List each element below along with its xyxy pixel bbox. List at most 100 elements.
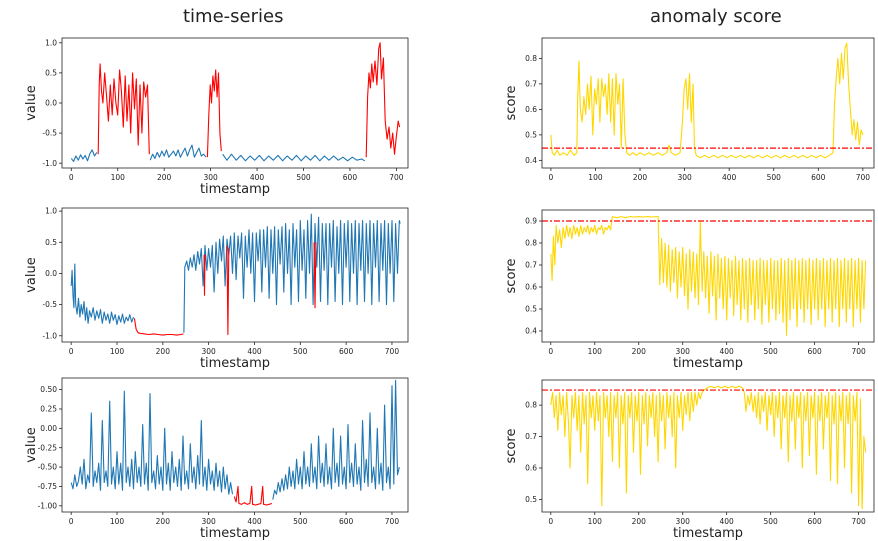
- row1-timeseries-frame: [61, 37, 409, 169]
- row2-score-xtick-label: 500: [763, 347, 778, 356]
- row2-timeseries-series-3: [203, 254, 206, 296]
- row3-timeseries-xtick-label: 600: [339, 517, 354, 526]
- row3-timeseries-panel: 0 100 200 300 400 500 600 700 -1.00 -0.75 -0.50 -0.…: [24, 377, 409, 541]
- row2-score-panel: 0 100 200 300 400 500 600 700 0.4 0.5 0.6 0.7 0.8 0.9…: [504, 209, 875, 371]
- row1-timeseries-ylabel: value: [24, 85, 39, 121]
- row3-timeseries-ytick-label: -0.50: [38, 463, 58, 472]
- row3-timeseries-xtick-label: 200: [156, 517, 171, 526]
- row3-score-xtick-label: 300: [676, 517, 691, 526]
- row1-score-series-0: [550, 42, 864, 159]
- row3-score-series-0: [550, 385, 867, 510]
- row1-score-ylabel: score: [504, 86, 519, 121]
- row3-timeseries-xtick-label: 400: [247, 517, 262, 526]
- row1-score-xtick-label: 100: [588, 173, 603, 182]
- row2-timeseries-xtick-label: 0: [69, 347, 74, 356]
- row1-score-frame: [541, 37, 875, 169]
- row3-score-xtick-label: 600: [807, 517, 822, 526]
- row3-timeseries-ytick-label: 0.00: [40, 424, 57, 433]
- row3-score-xtick-label: 200: [632, 517, 647, 526]
- row3-timeseries-xtick-label: 700: [385, 517, 400, 526]
- row3-timeseries-ytick-label: -0.75: [38, 482, 58, 491]
- row1-score-xtick-label: 600: [811, 173, 826, 182]
- row3-score-xtick-label: 0: [548, 517, 553, 526]
- row3-timeseries-ytick-label: -1.00: [38, 501, 58, 510]
- row2-timeseries-series-1: [133, 318, 184, 336]
- row2-timeseries-xtick-label: 100: [110, 347, 125, 356]
- row1-score-xtick-label: 300: [677, 173, 692, 182]
- row1-score-xtick-label: 700: [856, 173, 871, 182]
- row2-timeseries-xtick-label: 300: [201, 347, 216, 356]
- row1-timeseries-xtick-label: 100: [111, 173, 126, 182]
- row3-score-ylabel: score: [504, 429, 519, 464]
- row2-score-xtick-label: 200: [632, 347, 647, 356]
- row3-timeseries-xlabel: timestamp: [200, 526, 270, 541]
- row3-score-xtick-label: 400: [720, 517, 735, 526]
- row1-timeseries-xtick-label: 0: [69, 173, 74, 182]
- row2-score-xtick-label: 300: [676, 347, 691, 356]
- row1-timeseries-xtick-label: 600: [343, 173, 358, 182]
- row2-score-xtick-label: 600: [807, 347, 822, 356]
- row1-timeseries-series-0: [70, 149, 98, 162]
- row2-score-xtick-label: 100: [588, 347, 603, 356]
- left-column-title: time-series: [183, 6, 284, 27]
- row1-timeseries-xtick-label: 700: [389, 173, 404, 182]
- row2-score-ytick-label: 0.4: [525, 327, 537, 336]
- right-column-title: anomaly score: [650, 6, 782, 27]
- row1-timeseries-xlabel: timestamp: [200, 182, 270, 197]
- row2-timeseries-ytick-label: -1.0: [42, 331, 57, 340]
- row3-score-panel: 0 100 200 300 400 500 600 700 0.5 0.6 0.7 0.8 timest…: [504, 379, 875, 541]
- row1-timeseries-ytick-label: 0.0: [45, 99, 57, 108]
- row2-timeseries-xtick-label: 600: [339, 347, 354, 356]
- row2-score-ytick-label: 0.7: [525, 261, 537, 270]
- row3-timeseries-ylabel: value: [24, 427, 39, 463]
- row2-timeseries-series-4: [226, 245, 230, 336]
- row1-timeseries-ytick-label: 0.5: [45, 69, 57, 78]
- row2-timeseries-panel: 0 100 200 300 400 500 600 700 -1.0 -0.5 0.0 0.5 1.0 t…: [24, 207, 409, 371]
- row2-timeseries-series-0: [70, 263, 135, 326]
- row3-timeseries-ytick-label: -0.25: [38, 443, 58, 452]
- row2-score-series-0: [550, 216, 867, 336]
- row3-score-xtick-label: 500: [763, 517, 778, 526]
- row2-timeseries-ytick-label: 0.0: [45, 269, 57, 278]
- row1-score-ytick-label: 0.8: [525, 54, 537, 63]
- row2-timeseries-ytick-label: 1.0: [45, 207, 57, 216]
- row1-score-xtick-label: 0: [549, 173, 554, 182]
- row3-timeseries-xtick-label: 0: [69, 517, 74, 526]
- row2-score-ytick-label: 0.9: [525, 217, 537, 226]
- row2-timeseries-ytick-label: -0.5: [42, 300, 57, 309]
- row1-score-panel: 0 100 200 300 400 500 600 700 0.4 0.5 0.6 0.7 0.8 sco…: [504, 37, 875, 182]
- row2-timeseries-xtick-label: 400: [247, 347, 262, 356]
- row1-timeseries-ytick-label: -0.5: [42, 129, 57, 138]
- row3-timeseries-series-1: [233, 485, 273, 506]
- row1-score-ytick-label: 0.5: [525, 130, 537, 139]
- row3-timeseries-xtick-label: 100: [110, 517, 125, 526]
- row3-timeseries-ytick-label: 0.25: [40, 405, 57, 414]
- row3-score-ytick-label: 0.8: [525, 401, 537, 410]
- row1-score-ytick-label: 0.4: [525, 156, 537, 165]
- row3-timeseries-xtick-label: 300: [201, 517, 216, 526]
- row3-score-frame: [541, 379, 875, 513]
- row2-timeseries-frame: [61, 207, 409, 343]
- row1-timeseries-series-4: [222, 153, 366, 162]
- row2-score-ytick-label: 0.6: [525, 283, 537, 292]
- row1-timeseries-xtick-label: 400: [250, 173, 265, 182]
- row2-score-xtick-label: 700: [851, 347, 866, 356]
- row1-timeseries-series-5: [365, 42, 401, 158]
- row1-score-xtick-label: 500: [767, 173, 782, 182]
- row3-score-ytick-label: 0.7: [525, 432, 537, 441]
- row1-timeseries-series-2: [149, 144, 207, 161]
- row3-timeseries-ytick-label: 0.50: [40, 385, 57, 394]
- row1-timeseries-ytick-label: -1.0: [42, 159, 57, 168]
- row2-timeseries-series-5: [313, 242, 317, 309]
- row3-timeseries-xtick-label: 500: [293, 517, 308, 526]
- row2-timeseries-series-2: [183, 213, 401, 333]
- row1-timeseries-series-1: [97, 63, 150, 155]
- row2-timeseries-ylabel: value: [24, 257, 39, 293]
- row2-score-xlabel: timestamp: [673, 356, 743, 371]
- row1-score-ytick-label: 0.6: [525, 105, 537, 114]
- row3-score-xlabel: timestamp: [673, 526, 743, 541]
- row2-timeseries-xtick-label: 500: [293, 347, 308, 356]
- row3-score-xtick-label: 100: [588, 517, 603, 526]
- row2-timeseries-xtick-label: 200: [156, 347, 171, 356]
